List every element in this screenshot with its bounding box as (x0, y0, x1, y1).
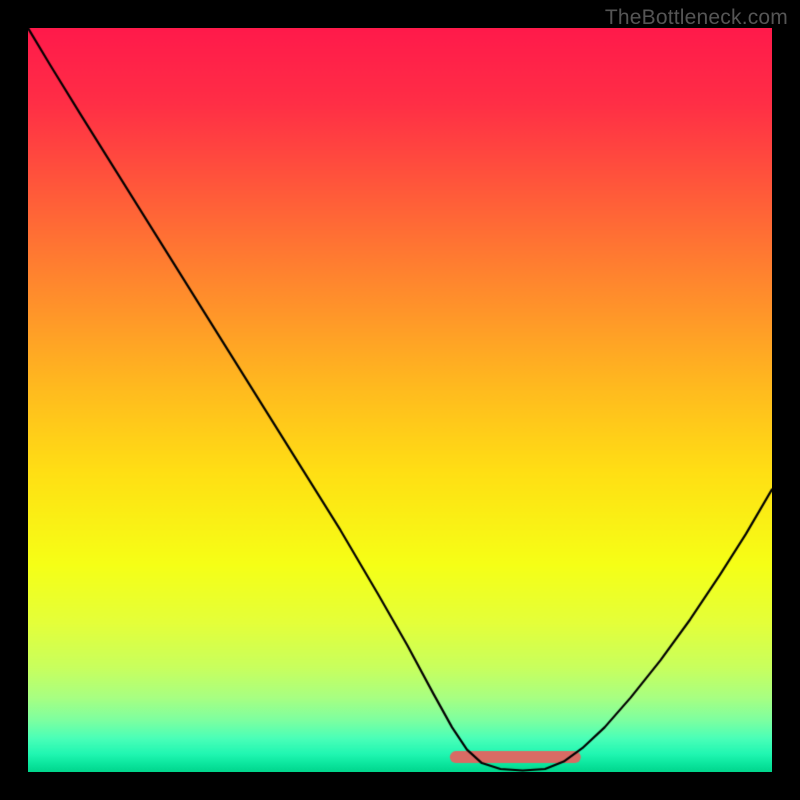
bottleneck-curve-canvas (28, 28, 772, 772)
chart-frame: TheBottleneck.com (0, 0, 800, 800)
plot-area (28, 28, 772, 772)
watermark-text: TheBottleneck.com (605, 6, 788, 30)
